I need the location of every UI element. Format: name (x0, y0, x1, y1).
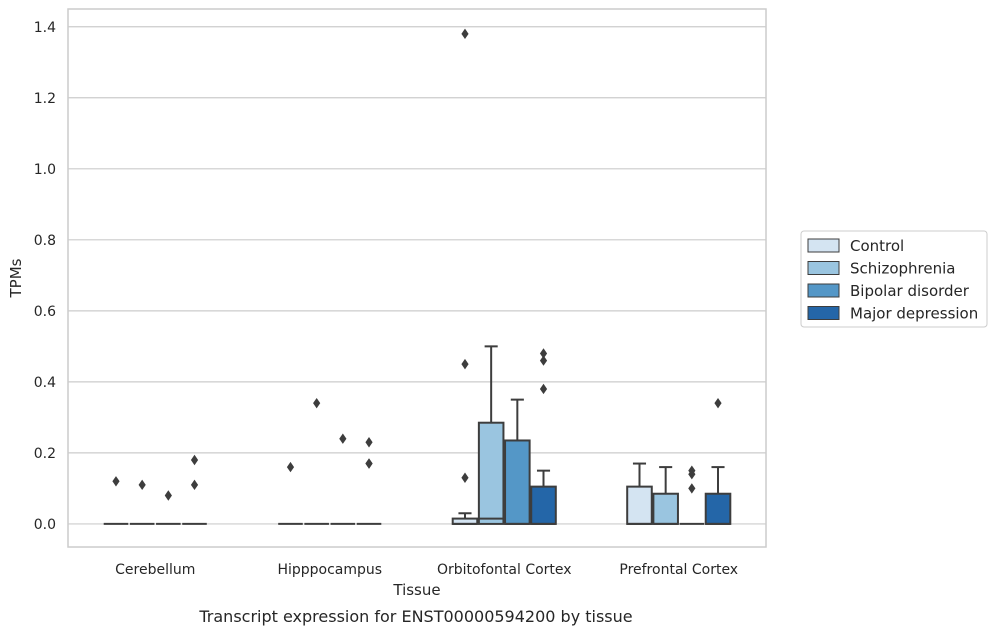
outlier-point (461, 28, 469, 40)
legend-swatch (807, 238, 840, 253)
box-major-depression-1 (356, 437, 382, 525)
grid-lines (68, 26, 766, 525)
legend-swatch (807, 306, 840, 320)
outlier-point (190, 479, 199, 491)
legend-label: Control (850, 237, 904, 255)
y-tick-label: 0.2 (34, 446, 56, 462)
outlier-point (688, 465, 696, 476)
box-control-2 (451, 28, 479, 525)
outlier-point (539, 383, 548, 395)
x-axis-ticks: Cerebellum Hipppocampus Orbitofontal Corte… (115, 562, 738, 578)
outlier-point (190, 454, 199, 466)
boxes (103, 28, 732, 525)
box-schizophrenia-0 (129, 479, 155, 525)
box-major-depression-3 (704, 397, 732, 525)
x-tick-label: Hipppocampus (277, 562, 382, 578)
box-body (626, 485, 653, 525)
y-tick-label: 1.4 (34, 20, 56, 36)
outlier-point (539, 348, 548, 359)
legend-swatch (807, 283, 840, 298)
outlier-point (112, 476, 120, 487)
box-body (477, 421, 505, 525)
outlier-point (365, 458, 373, 469)
box-major-depression-0 (182, 454, 207, 525)
y-tick-label: 1.2 (34, 91, 56, 107)
box-control-3 (626, 462, 653, 525)
x-tick-label: Cerebellum (115, 562, 195, 578)
box-bipolar-disorder-2 (504, 398, 531, 525)
box-schizophrenia-3 (652, 466, 679, 525)
outlier-point (313, 397, 321, 409)
box-body (652, 492, 679, 525)
y-tick-label: 0.0 (34, 517, 56, 533)
y-axis-label: TPMs (7, 258, 25, 298)
box-bipolar-disorder-1 (330, 433, 356, 525)
box-major-depression-2 (530, 348, 557, 525)
x-axis-label: Tissue (392, 581, 440, 599)
box-schizophrenia-1 (304, 397, 329, 525)
box-body (504, 439, 531, 525)
y-tick-label: 1.0 (34, 162, 56, 178)
chart-caption: Transcript expression for ENST0000059420… (198, 607, 632, 626)
legend-frame (800, 230, 988, 328)
box-schizophrenia-2 (477, 345, 505, 525)
box-control-0 (103, 476, 129, 525)
outlier-point (138, 479, 146, 491)
outlier-point (539, 355, 548, 366)
outlier-point (461, 472, 469, 483)
outlier-point (164, 490, 172, 501)
outlier-point (339, 433, 347, 444)
legend-label: Schizophrenia (850, 260, 955, 278)
x-tick-label: Orbitofontal Cortex (437, 562, 572, 578)
box-bipolar-disorder-0 (156, 490, 181, 525)
outlier-point (365, 437, 373, 448)
legend-label: Major depression (850, 305, 978, 323)
box-body (704, 492, 732, 525)
box-body (530, 485, 557, 525)
outlier-point (286, 461, 295, 473)
outlier-point (714, 397, 722, 409)
y-tick-label: 0.8 (34, 233, 56, 249)
x-tick-label: Prefrontal Cortex (619, 562, 738, 578)
legend: Control Schizophrenia Bipolar disorder Majo… (800, 230, 988, 328)
legend-swatch (807, 261, 840, 275)
y-axis-ticks: 0.0 0.2 0.4 0.6 0.8 1.0 1.2 1.4 (34, 20, 56, 533)
outlier-point (688, 483, 696, 494)
outlier-point (461, 358, 469, 370)
box-bipolar-disorder-3 (679, 465, 705, 525)
plot-area (67, 8, 767, 548)
legend-label: Bipolar disorder (850, 282, 970, 300)
y-tick-label: 0.4 (34, 375, 56, 391)
box-control-1 (278, 461, 303, 525)
y-tick-label: 0.6 (34, 304, 56, 320)
